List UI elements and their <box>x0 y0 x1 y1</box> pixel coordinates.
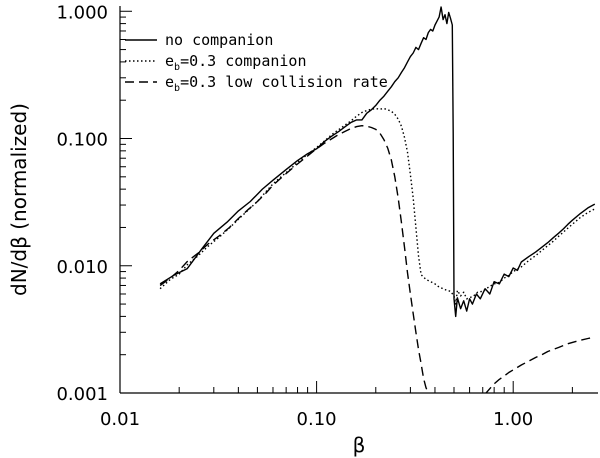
axes: 0.01 0.10 1.00 0.001 0.010 0.100 1.000 <box>56 2 598 430</box>
series-dashed-line <box>159 125 429 393</box>
series-dotted-line <box>159 107 596 305</box>
series-solid-line <box>159 6 596 318</box>
y-tick-label: 0.001 <box>56 384 108 405</box>
x-tick-label: 0.10 <box>297 409 337 430</box>
y-tick-label: 0.010 <box>56 257 108 278</box>
series-dashed-tail-line <box>485 336 595 393</box>
legend-label-solid: no companion <box>165 31 273 49</box>
x-tick-label: 1.00 <box>493 409 533 430</box>
legend-label-dashed: eb=0.3 low collision rate <box>165 73 388 94</box>
y-tick-label: 0.100 <box>56 130 108 151</box>
y-axis-label: dN/dβ (normalized) <box>7 103 31 296</box>
series-group <box>159 6 596 393</box>
y-tick-label: 1.000 <box>56 2 108 23</box>
x-axis-label: β <box>353 433 366 457</box>
legend-label-dotted: eb=0.3 companion <box>165 52 307 73</box>
x-tick-label: 0.01 <box>100 409 140 430</box>
